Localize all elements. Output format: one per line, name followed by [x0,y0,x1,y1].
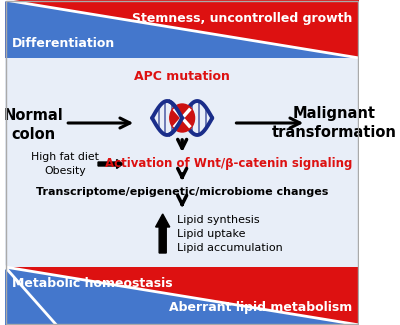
Bar [5,267,359,325]
Circle shape [170,104,194,132]
Text: Normal
colon: Normal colon [4,108,63,142]
FancyArrow shape [156,214,170,253]
Text: High fat diet
Obesity: High fat diet Obesity [31,152,99,176]
Text: Differentiation: Differentiation [12,37,116,50]
FancyArrow shape [98,160,123,168]
Text: Stemness, uncontrolled growth: Stemness, uncontrolled growth [132,12,352,25]
Text: Aberrant lipid metabolism: Aberrant lipid metabolism [169,301,352,314]
Text: Transcriptome/epigenetic/microbiome changes: Transcriptome/epigenetic/microbiome chan… [36,187,328,197]
Text: APC mutation: APC mutation [134,71,230,84]
Text: Lipid synthesis: Lipid synthesis [177,215,260,225]
Text: Lipid uptake: Lipid uptake [177,229,245,239]
Bar [5,58,359,267]
Text: Lipid accumulation: Lipid accumulation [177,243,283,253]
Text: Activation of Wnt/β-catenin signaling: Activation of Wnt/β-catenin signaling [104,158,352,171]
Text: Metabolic homeostasis: Metabolic homeostasis [12,277,173,290]
Polygon shape [5,267,359,325]
Polygon shape [5,0,359,58]
Text: Malignant
transformation: Malignant transformation [272,106,397,140]
Bar [5,0,359,58]
